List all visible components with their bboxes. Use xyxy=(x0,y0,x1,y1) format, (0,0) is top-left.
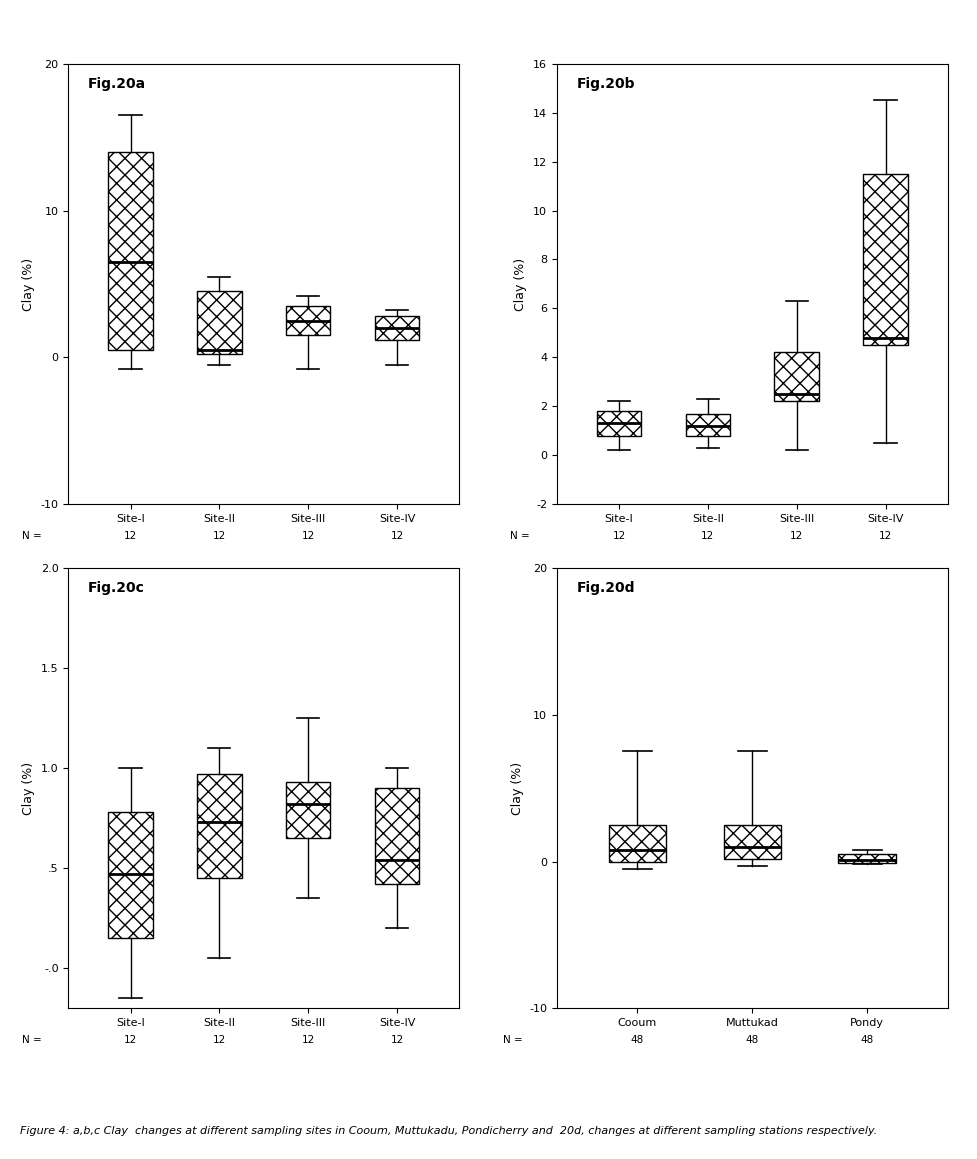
Text: 12: 12 xyxy=(701,531,714,540)
Text: Figure 4: a,b,c Clay  changes at different sampling sites in Cooum, Muttukadu, P: Figure 4: a,b,c Clay changes at differen… xyxy=(20,1125,876,1136)
PathPatch shape xyxy=(197,291,241,355)
Text: 12: 12 xyxy=(613,531,625,540)
PathPatch shape xyxy=(375,316,419,340)
Text: 12: 12 xyxy=(790,531,803,540)
PathPatch shape xyxy=(108,152,152,350)
Text: 12: 12 xyxy=(879,531,892,540)
Text: N =: N = xyxy=(511,531,531,540)
Text: Fig.20c: Fig.20c xyxy=(88,581,145,595)
PathPatch shape xyxy=(838,854,896,863)
Text: Fig.20a: Fig.20a xyxy=(88,76,146,90)
Text: 48: 48 xyxy=(745,1035,759,1044)
Text: 12: 12 xyxy=(213,1035,226,1044)
Text: Fig.20b: Fig.20b xyxy=(576,76,635,90)
PathPatch shape xyxy=(197,774,241,879)
Y-axis label: Clay (%): Clay (%) xyxy=(515,257,528,311)
Text: 12: 12 xyxy=(302,531,315,540)
Text: 12: 12 xyxy=(213,531,226,540)
PathPatch shape xyxy=(286,306,330,335)
PathPatch shape xyxy=(864,174,908,345)
PathPatch shape xyxy=(597,411,641,436)
PathPatch shape xyxy=(775,352,819,401)
Text: 12: 12 xyxy=(391,1035,404,1044)
Text: 12: 12 xyxy=(391,531,404,540)
Y-axis label: Clay (%): Clay (%) xyxy=(511,761,524,815)
Y-axis label: Clay (%): Clay (%) xyxy=(22,257,35,311)
Text: Fig.20d: Fig.20d xyxy=(576,581,635,595)
Text: Sites: Sites xyxy=(248,602,279,614)
Text: N =: N = xyxy=(502,1035,523,1044)
Text: 12: 12 xyxy=(124,1035,137,1044)
PathPatch shape xyxy=(609,825,666,861)
Text: 12: 12 xyxy=(302,1035,315,1044)
PathPatch shape xyxy=(686,414,730,436)
Text: 12: 12 xyxy=(124,531,137,540)
Text: Sites: Sites xyxy=(737,602,768,614)
Text: 48: 48 xyxy=(631,1035,644,1044)
Text: 48: 48 xyxy=(861,1035,873,1044)
PathPatch shape xyxy=(724,825,781,859)
Text: N =: N = xyxy=(22,1035,42,1044)
PathPatch shape xyxy=(286,782,330,838)
Y-axis label: Clay (%): Clay (%) xyxy=(22,761,35,815)
Text: N =: N = xyxy=(22,531,42,540)
PathPatch shape xyxy=(108,812,152,939)
PathPatch shape xyxy=(375,788,419,884)
